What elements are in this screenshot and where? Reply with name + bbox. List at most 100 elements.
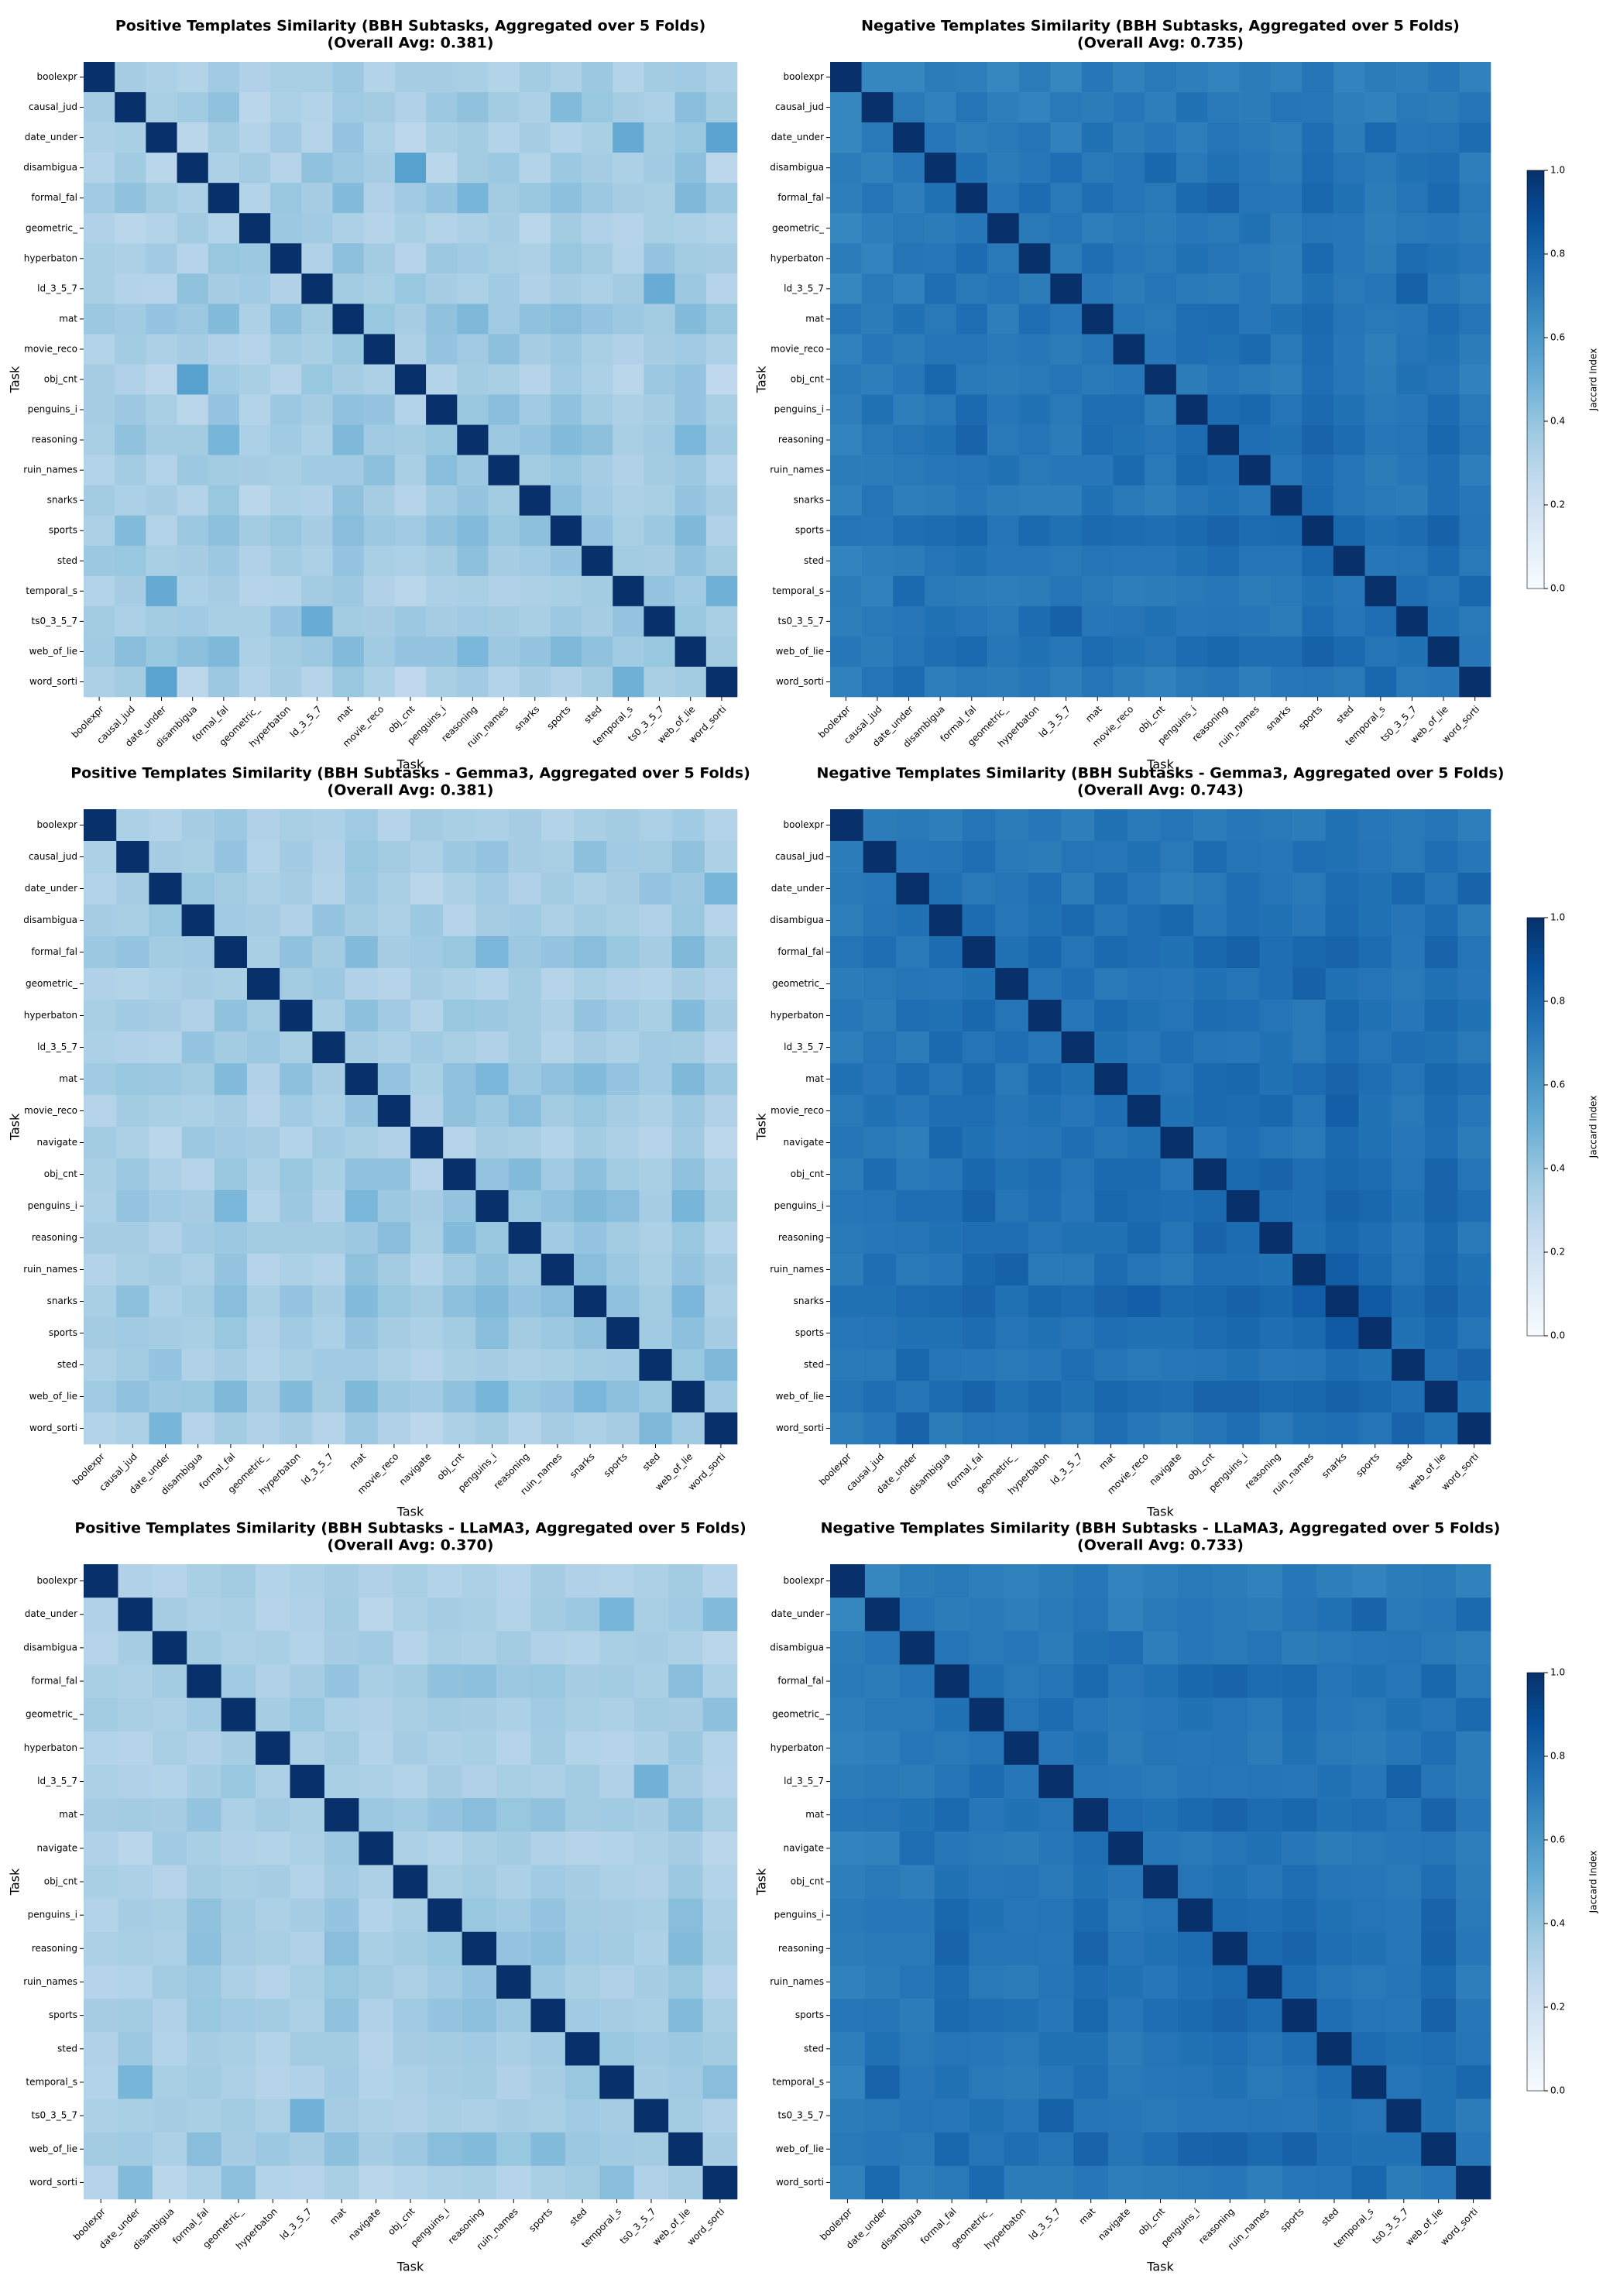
heatmap-cell: [1282, 2165, 1317, 2200]
heatmap-cell: [633, 1564, 669, 1598]
heatmap-cell: [1226, 1095, 1260, 1127]
heatmap-cell: [1193, 1222, 1227, 1254]
heatmap-cell: [177, 183, 209, 214]
heatmap-cell: [830, 1764, 866, 1799]
heatmap-cell: [1212, 2132, 1248, 2167]
y-tick-label: hyperbaton: [24, 252, 77, 263]
heatmap-cell: [475, 1222, 509, 1254]
heatmap-cell: [861, 364, 894, 395]
heatmap-cell: [1247, 2132, 1282, 2167]
heatmap-cell: [1081, 424, 1114, 455]
x-tick-label: sports: [1354, 1451, 1381, 1479]
heatmap-cell: [1094, 1063, 1128, 1096]
heatmap-cell: [1325, 1349, 1359, 1381]
heatmap-cell: [639, 1127, 672, 1159]
heatmap-cell: [863, 1349, 897, 1381]
heatmap-cell: [427, 1664, 462, 1698]
y-tick-label: ruin_names: [770, 465, 824, 475]
heatmap-cell: [962, 1317, 996, 1350]
y-tick-label: obj_cnt: [44, 1169, 77, 1179]
heatmap-cell: [1259, 1412, 1293, 1445]
heatmap-cell: [830, 1317, 863, 1350]
heatmap-cell: [864, 2165, 901, 2200]
heatmap-cell: [488, 606, 520, 637]
heatmap-cell: [393, 1631, 428, 1665]
heatmap-cell: [530, 1731, 566, 1766]
heatmap-cell: [674, 153, 707, 184]
heatmap-cell: [896, 1349, 930, 1381]
heatmap-cell: [1061, 1412, 1095, 1445]
heatmap-cell: [1038, 1831, 1074, 1865]
heatmap-cell: [443, 1222, 476, 1254]
heatmap-cell: [1028, 1222, 1062, 1254]
heatmap-cell: [582, 213, 613, 244]
heatmap-cell: [1226, 873, 1260, 905]
heatmap-cell: [668, 1764, 703, 1799]
heatmap-cell: [704, 1254, 738, 1286]
heatmap-cell: [668, 2065, 703, 2099]
heatmap-cell: [1177, 2065, 1213, 2099]
heatmap-cell: [496, 1664, 531, 1698]
heatmap-cell: [928, 873, 963, 905]
heatmap-cell: [1113, 666, 1145, 698]
heatmap-cell: [644, 273, 675, 304]
heatmap-cell: [1247, 1598, 1282, 1632]
heatmap-cell: [924, 153, 956, 184]
y-tick-label: ts0_3_5_7: [32, 616, 78, 626]
colorbar-tick-label: 0.4: [1550, 416, 1565, 427]
heatmap-cell: [270, 455, 302, 486]
heatmap-cell: [290, 1598, 325, 1632]
heatmap-cell: [934, 1831, 970, 1865]
heatmap-cell: [633, 1999, 669, 2033]
heatmap-cell: [427, 1831, 462, 1865]
heatmap-cell: [280, 1254, 313, 1286]
heatmap-cell: [1392, 1127, 1425, 1159]
heatmap-cell: [363, 364, 396, 395]
heatmap-cell: [152, 1931, 187, 1966]
heatmap-cell: [1351, 1631, 1387, 1665]
heatmap-cell: [496, 1831, 531, 1865]
heatmap-cell: [426, 364, 458, 395]
heatmap-cell: [187, 1564, 221, 1598]
heatmap-cell: [574, 1317, 607, 1350]
heatmap-cell: [1061, 1349, 1095, 1381]
heatmap-cell: [1316, 2032, 1352, 2066]
heatmap-cell: [1457, 1349, 1491, 1381]
heatmap-cell: [606, 1412, 640, 1445]
heatmap-cell: [443, 936, 476, 969]
heatmap-cell: [427, 2165, 462, 2200]
heatmap-cell: [84, 273, 115, 304]
heatmap-cell: [1239, 394, 1271, 425]
heatmap-cell: [208, 424, 240, 455]
heatmap-cell: [247, 1317, 280, 1350]
heatmap-cell: [668, 1999, 703, 2033]
heatmap-cell: [1050, 606, 1083, 637]
heatmap-cell: [899, 1931, 935, 1966]
heatmap-cell: [443, 1285, 476, 1318]
y-tick-label: web_of_lie: [29, 646, 77, 657]
heatmap-cell: [256, 2132, 290, 2167]
heatmap-cell: [550, 606, 582, 637]
heatmap-cell: [1177, 1965, 1213, 1999]
heatmap-cell: [1292, 1063, 1327, 1096]
heatmap-cell: [312, 1127, 345, 1159]
heatmap-cell: [1127, 1349, 1161, 1381]
heatmap-cell: [345, 1381, 379, 1413]
heatmap-cell: [924, 273, 956, 304]
heatmap-cell: [962, 809, 996, 842]
heatmap-cell: [214, 1158, 248, 1191]
heatmap-cell: [270, 334, 302, 365]
heatmap-cell: [1282, 1865, 1317, 1899]
heatmap-cell: [1302, 183, 1334, 214]
heatmap-cell: [671, 968, 705, 1000]
colorbar-tick-label: 0.0: [1550, 2085, 1565, 2096]
heatmap-cell: [187, 1598, 221, 1632]
heatmap-cell: [1424, 1381, 1458, 1413]
heatmap-cell: [146, 455, 177, 486]
heatmap-cell: [1239, 606, 1271, 637]
heatmap-cell: [1038, 1798, 1074, 1832]
heatmap-cell: [1292, 1127, 1327, 1159]
chart-subtitle: (Overall Avg: 0.370): [328, 1537, 494, 1554]
heatmap-cell: [1081, 92, 1114, 123]
heatmap-cell: [1457, 1095, 1491, 1127]
